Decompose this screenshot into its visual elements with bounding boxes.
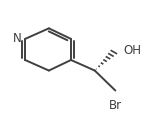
Text: OH: OH <box>123 44 141 57</box>
Text: Br: Br <box>109 99 122 112</box>
Text: N: N <box>13 32 22 45</box>
